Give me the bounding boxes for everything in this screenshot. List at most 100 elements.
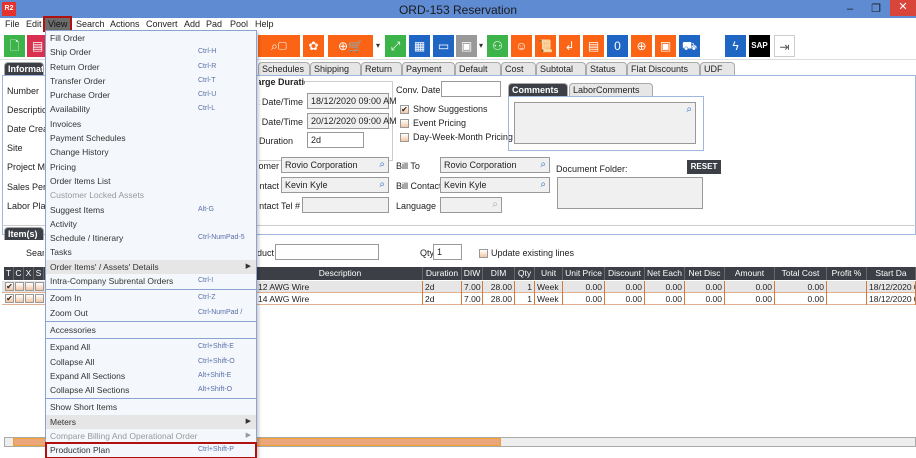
close-button[interactable]: ✕ [890,0,916,16]
dwm-pricing-checkbox[interactable] [400,133,409,142]
cell-duration[interactable]: 2d [423,293,462,305]
menu-item-activity[interactable]: Activity [46,217,256,231]
cell-total-cost[interactable]: 0.00 [775,281,827,293]
row-checkbox[interactable] [25,282,34,291]
cell-qty[interactable]: 1 [515,293,535,305]
tab-information[interactable]: Information [4,62,44,75]
lightning-icon[interactable]: ϟ [725,35,746,57]
menu-add[interactable]: Add [184,19,201,29]
menu-item-tasks[interactable]: Tasks [46,245,256,259]
cell-profit[interactable] [827,293,867,305]
cell-qty[interactable]: 1 [515,281,535,293]
conv-date-field[interactable] [441,81,501,97]
comments-field[interactable]: ⌕ [514,102,696,144]
tab-default[interactable]: Default [455,62,501,75]
search-icon[interactable]: ⌕ [492,199,498,210]
update-existing-checkbox[interactable] [479,249,488,258]
start-datetime-field[interactable]: 18/12/2020 09:00 AM [307,93,397,109]
column-header[interactable]: Discount [605,267,645,280]
menu-item-transfer-order[interactable]: Transfer Order Ctrl-T [46,74,256,88]
cell-total-cost[interactable]: 0.00 [775,293,827,305]
row-checkbox[interactable]: ✔ [5,294,14,303]
tab-cost[interactable]: Cost [501,62,536,75]
menu-item-meters[interactable]: Meters ▶ [46,414,256,430]
duration-field[interactable]: 2d [307,132,364,148]
cell-unit-price[interactable]: 0.00 [563,281,605,293]
items-tab[interactable]: Item(s) [4,227,44,240]
maximize-button[interactable]: ❐ [871,3,881,15]
product-field[interactable] [275,244,379,260]
new-document-icon[interactable]: 🗋 [4,35,25,57]
cell-duration[interactable]: 2d [423,281,462,293]
hierarchy-icon[interactable]: ▦ [409,35,430,57]
cell-net-each[interactable]: 0.00 [645,293,685,305]
cell-diw[interactable]: 7.00 [462,281,483,293]
column-header[interactable]: Qty [515,267,535,280]
cell-net-disc[interactable]: 0.00 [685,293,725,305]
tab-labor-comments[interactable]: LaborComments [569,83,653,96]
contact-field[interactable]: Kevin Kyle ⌕ [281,177,389,193]
menu-item-compare-billing-and-operational-order[interactable]: Compare Billing And Operational Order ▶ [46,429,256,443]
menu-convert[interactable]: Convert [146,19,178,29]
column-header[interactable]: DIW [462,267,483,280]
cell-profit[interactable] [827,281,867,293]
search-icon[interactable]: ⌕ [379,179,385,190]
cell-discount[interactable]: 0.00 [605,281,645,293]
menu-actions[interactable]: Actions [110,19,140,29]
menu-item-accessories[interactable]: Accessories [46,323,256,337]
calendar-icon[interactable]: ▣ [456,35,477,57]
search-icon[interactable]: ⌕ [540,159,546,170]
menu-pool[interactable]: Pool [230,19,249,29]
column-header[interactable]: Profit % [827,267,867,280]
column-header[interactable]: Net Disc [685,267,725,280]
gears-icon[interactable]: ✿ [303,35,324,57]
search-box-icon[interactable]: ⌕▢ [258,35,300,57]
tab-flat-discounts[interactable]: Flat Discounts [627,62,700,75]
cell-start[interactable]: 18/12/2020 0 [869,281,916,293]
menu-item-expand-all-sections[interactable]: Expand All Sections Alt+Shift-E [46,369,256,383]
row-checkbox[interactable] [15,294,24,303]
tab-payment[interactable]: Payment [402,62,455,75]
print-icon[interactable]: ▤ [27,35,48,57]
qty-field[interactable]: 1 [433,244,462,260]
menu-item-collapse-all-sections[interactable]: Collapse All Sections Alt+Shift-O [46,383,256,397]
zero-message-icon[interactable]: 0 [607,35,628,57]
document-folder-field[interactable] [557,177,703,209]
cell-net-disc[interactable]: 0.00 [685,281,725,293]
menu-item-collapse-all[interactable]: Collapse All Ctrl+Shift-O [46,355,256,369]
safe-icon[interactable]: ▣ [655,35,676,57]
row-checkbox[interactable]: ✔ [5,282,14,291]
column-header[interactable]: Unit [535,267,563,280]
column-header[interactable]: C [14,267,24,280]
menu-search[interactable]: Search [76,19,105,29]
menu-item-change-history[interactable]: Change History [46,145,256,159]
menu-edit[interactable]: Edit [26,19,42,29]
column-header[interactable]: Amount [725,267,775,280]
menu-file[interactable]: File [5,19,20,29]
row-checkbox[interactable] [25,294,34,303]
return-icon[interactable]: ↲ [559,35,580,57]
menu-item-order-items-assets-details[interactable]: Order Items' / Assets' Details ▶ [46,259,256,275]
smiley-icon[interactable]: ☺ [511,35,532,57]
minimize-button[interactable]: – [846,3,854,15]
menu-item-expand-all[interactable]: Expand All Ctrl+Shift-E [46,340,256,354]
language-field[interactable]: ⌕ [440,197,502,213]
menu-item-fill-order[interactable]: Fill Order [46,31,256,45]
cell-discount[interactable]: 0.00 [605,293,645,305]
cell-dim[interactable]: 28.00 [483,281,515,293]
box-icon[interactable]: ▤ [583,35,604,57]
cell-unit[interactable]: Week [535,281,563,293]
cell-unit[interactable]: Week [535,293,563,305]
tab-comments[interactable]: Comments [508,83,568,96]
column-header[interactable]: Duration [423,267,462,280]
column-header[interactable]: Start Da [867,267,916,280]
menu-item-intra-company-subrental-orders[interactable]: Intra-Company Subrental Orders Ctrl-I [46,274,256,288]
cell-amount[interactable]: 0.00 [725,281,775,293]
cell-net-each[interactable]: 0.00 [645,281,685,293]
tab-subtotal[interactable]: Subtotal [536,62,586,75]
tab-status[interactable]: Status [586,62,627,75]
menu-pad[interactable]: Pad [206,19,223,29]
menu-item-show-short-items[interactable]: Show Short Items [46,400,256,414]
column-header[interactable]: DIM [483,267,515,280]
customer-field[interactable]: Rovio Corporation ⌕ [281,157,389,173]
